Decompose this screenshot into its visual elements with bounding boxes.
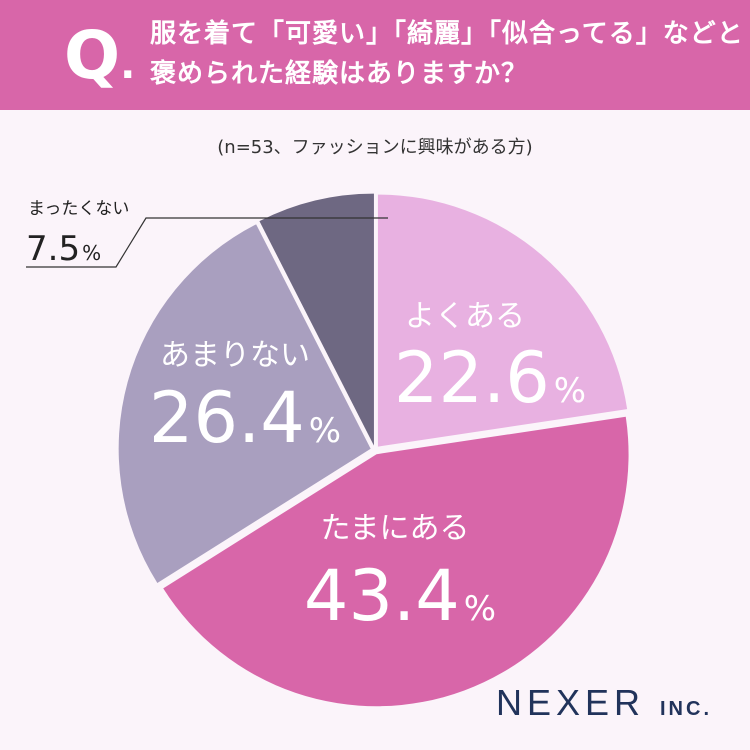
value-tamaniaru: 43.4% — [304, 555, 496, 637]
label-tamaniaru: たまにある — [320, 511, 469, 546]
slice-mattakunai — [259, 193, 374, 446]
label-yokuaru: よくある — [405, 299, 525, 334]
slice-amarinai — [118, 224, 371, 583]
question-line-2: 褒められた経験はありますか？ — [150, 59, 529, 89]
label-amarinai: あまりない — [160, 338, 310, 373]
value-mattakunai: 7.5% — [26, 229, 101, 269]
value-yokuaru: 22.6% — [394, 337, 586, 419]
slice-tamaniaru — [163, 416, 629, 707]
value-amarinai: 26.4% — [149, 377, 341, 459]
slice-yokuaru — [377, 194, 628, 447]
sample-note: (n=53、ファッションに興味がある方) — [217, 137, 533, 158]
label-mattakunai: まったくない — [28, 199, 129, 219]
callout-line-mattakunai — [26, 217, 388, 268]
question-line-1: 服を着て「可愛い」「綺麗」「似合ってる」などと — [150, 19, 744, 49]
question-header: Q. 服を着て「可愛い」「綺麗」「似合ってる」などと 褒められた経験はありますか… — [0, 0, 750, 110]
question-text: 服を着て「可愛い」「綺麗」「似合ってる」などと 褒められた経験はありますか？ — [150, 14, 744, 94]
brand-logo: NEXER INC. — [495, 682, 712, 723]
q-mark: Q. — [64, 17, 136, 94]
